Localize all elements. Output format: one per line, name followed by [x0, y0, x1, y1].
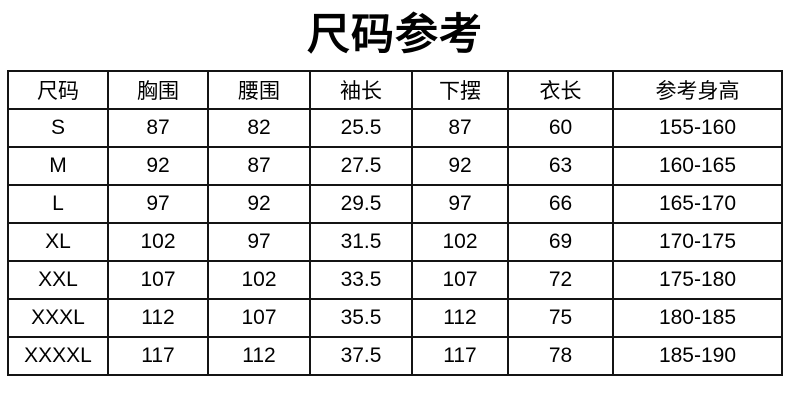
measurement-cell: 87 [411, 108, 509, 148]
measurement-cell: 75 [507, 298, 614, 338]
measurement-cell: 97 [107, 184, 209, 224]
measurement-cell: 37.5 [309, 336, 413, 376]
measurement-cell: 25.5 [309, 108, 413, 148]
size-label-cell: M [7, 146, 109, 186]
measurement-cell: 160-165 [612, 146, 783, 186]
measurement-cell: 87 [207, 146, 311, 186]
measurement-cell: 87 [107, 108, 209, 148]
measurement-cell: 112 [207, 336, 311, 376]
measurement-cell: 117 [107, 336, 209, 376]
size-label-cell: XXL [7, 260, 109, 300]
measurement-cell: 33.5 [309, 260, 413, 300]
table-row: XXL 107 102 33.5 107 72 175-180 [7, 260, 783, 300]
measurement-cell: 102 [411, 222, 509, 262]
column-header: 尺码 [7, 70, 109, 110]
measurement-cell: 102 [107, 222, 209, 262]
table-row: M 92 87 27.5 92 63 160-165 [7, 146, 783, 186]
measurement-cell: 66 [507, 184, 614, 224]
measurement-cell: 117 [411, 336, 509, 376]
column-header: 下摆 [411, 70, 509, 110]
table-row: XXXL 112 107 35.5 112 75 180-185 [7, 298, 783, 338]
measurement-cell: 102 [207, 260, 311, 300]
measurement-cell: 92 [411, 146, 509, 186]
column-header: 参考身高 [612, 70, 783, 110]
measurement-cell: 72 [507, 260, 614, 300]
column-header: 腰围 [207, 70, 311, 110]
measurement-cell: 170-175 [612, 222, 783, 262]
measurement-cell: 112 [107, 298, 209, 338]
table-header: 尺码 胸围 腰围 袖长 下摆 衣长 参考身高 [7, 70, 783, 110]
column-header: 胸围 [107, 70, 209, 110]
measurement-cell: 92 [107, 146, 209, 186]
size-label-cell: L [7, 184, 109, 224]
measurement-cell: 92 [207, 184, 311, 224]
table-row: XL 102 97 31.5 102 69 170-175 [7, 222, 783, 262]
size-label-cell: XL [7, 222, 109, 262]
measurement-cell: 97 [411, 184, 509, 224]
header-row: 尺码 胸围 腰围 袖长 下摆 衣长 参考身高 [7, 70, 783, 110]
measurement-cell: 185-190 [612, 336, 783, 376]
size-reference-table: 尺码 胸围 腰围 袖长 下摆 衣长 参考身高 S 87 82 25.5 87 60 155-160 M 92… [7, 70, 783, 376]
measurement-cell: 155-160 [612, 108, 783, 148]
size-label-cell: S [7, 108, 109, 148]
measurement-cell: 63 [507, 146, 614, 186]
table-row: L 97 92 29.5 97 66 165-170 [7, 184, 783, 224]
measurement-cell: 60 [507, 108, 614, 148]
measurement-cell: 180-185 [612, 298, 783, 338]
table-row: XXXXL 117 112 37.5 117 78 185-190 [7, 336, 783, 376]
table-row: S 87 82 25.5 87 60 155-160 [7, 108, 783, 148]
column-header: 衣长 [507, 70, 614, 110]
measurement-cell: 35.5 [309, 298, 413, 338]
measurement-cell: 78 [507, 336, 614, 376]
measurement-cell: 31.5 [309, 222, 413, 262]
measurement-cell: 97 [207, 222, 311, 262]
page-title: 尺码参考 [307, 11, 483, 59]
measurement-cell: 27.5 [309, 146, 413, 186]
measurement-cell: 29.5 [309, 184, 413, 224]
table-body: S 87 82 25.5 87 60 155-160 M 92 87 27.5 92 63 160-165… [7, 108, 783, 376]
measurement-cell: 107 [207, 298, 311, 338]
measurement-cell: 165-170 [612, 184, 783, 224]
measurement-cell: 69 [507, 222, 614, 262]
measurement-cell: 82 [207, 108, 311, 148]
measurement-cell: 175-180 [612, 260, 783, 300]
measurement-cell: 112 [411, 298, 509, 338]
measurement-cell: 107 [107, 260, 209, 300]
column-header: 袖长 [309, 70, 413, 110]
size-label-cell: XXXL [7, 298, 109, 338]
size-label-cell: XXXXL [7, 336, 109, 376]
measurement-cell: 107 [411, 260, 509, 300]
